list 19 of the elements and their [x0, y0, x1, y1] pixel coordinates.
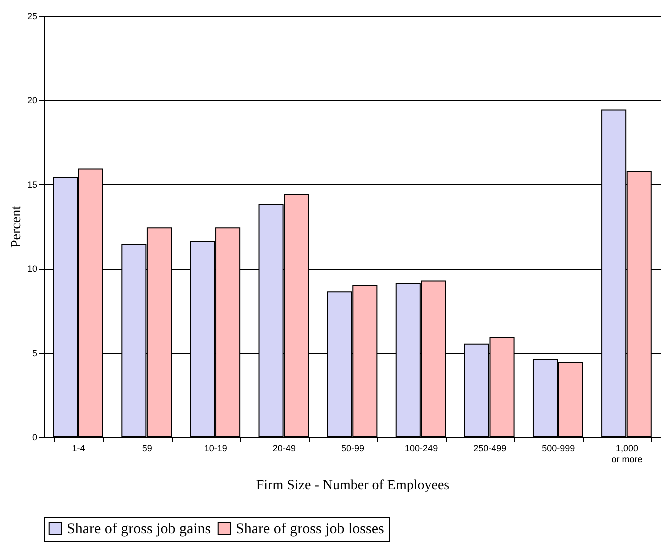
x-tick-label: 1,000 or more: [612, 444, 643, 464]
y-tick-label: 15: [27, 180, 38, 190]
x-tick-label: 250-499: [474, 444, 507, 454]
x-tick-label: 59: [142, 444, 152, 454]
x-tick-label: 50-99: [341, 444, 365, 454]
y-tick-label: 5: [32, 348, 38, 358]
y-tick-label: 0: [32, 432, 38, 442]
x-axis-title: Firm Size - Number of Employees: [256, 478, 450, 494]
y-tick-label: 25: [27, 12, 38, 22]
y-tick-label: 10: [27, 264, 38, 274]
x-tick-label: 20-49: [272, 444, 296, 454]
x-tick-label: 500-999: [542, 444, 576, 454]
legend-label: Share of gross job gains: [67, 522, 212, 538]
y-axis-title: Percent: [9, 206, 24, 248]
x-tick-label: 1-4: [72, 444, 86, 454]
x-tick-label: 10-19: [204, 444, 228, 454]
legend-label: Share of gross job losses: [236, 522, 384, 538]
x-tick-label: 100-249: [405, 444, 438, 454]
y-tick-label: 20: [27, 96, 38, 106]
